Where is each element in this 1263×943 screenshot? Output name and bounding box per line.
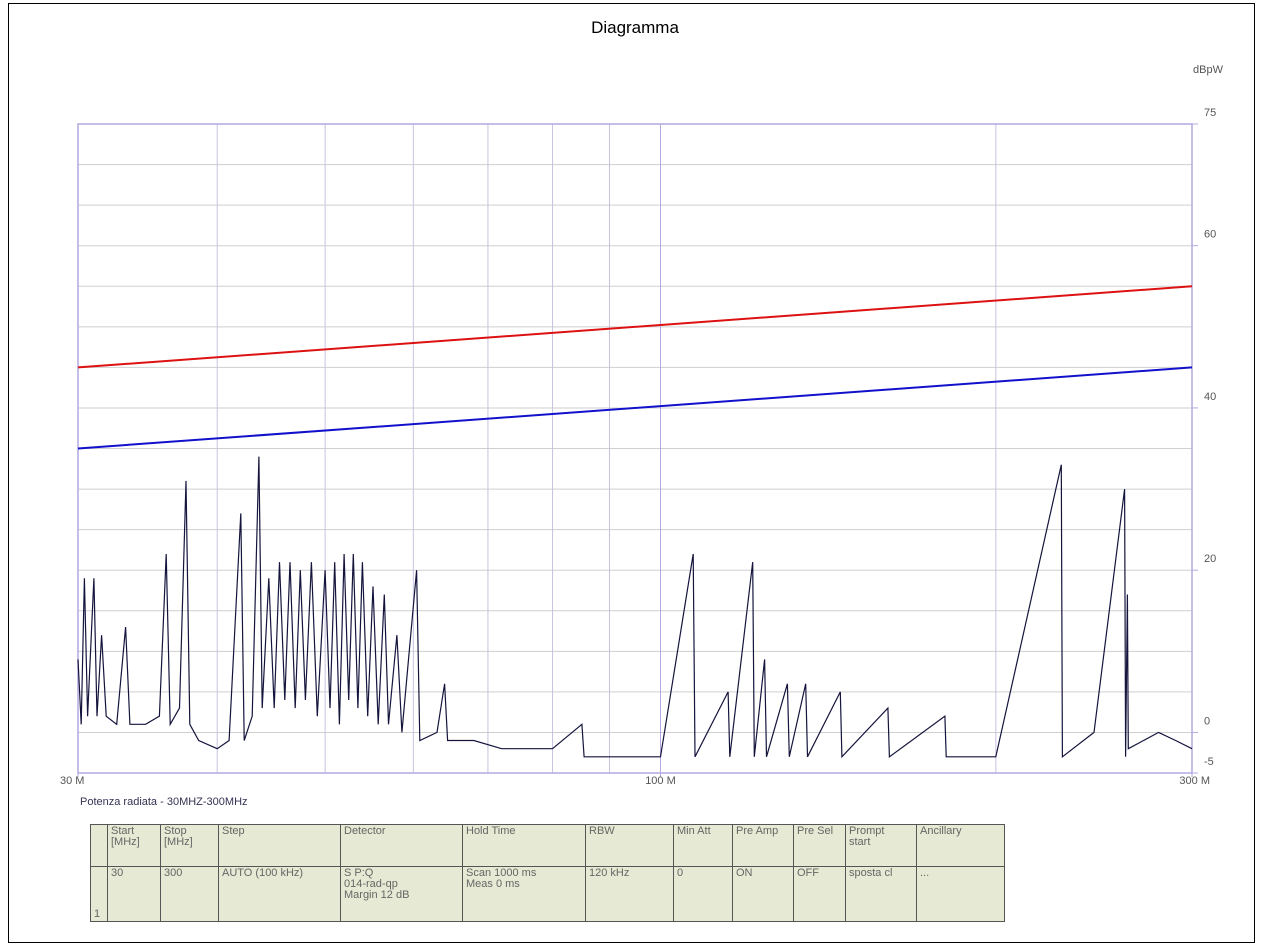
y-tick-label: 75 [1204, 107, 1216, 119]
series-line [77, 366, 1193, 450]
series-line [77, 285, 1193, 369]
x-tick-label: 300 M [1179, 775, 1210, 787]
cell-text: 014-rad-qp [344, 878, 398, 890]
cell-text: 0 [677, 867, 684, 879]
cell-text: Prompt [849, 825, 885, 837]
cell-text: start [849, 836, 871, 848]
y-tick-label: 20 [1204, 553, 1216, 565]
y-tick-label: 40 [1204, 391, 1216, 403]
cell-text: OFF [797, 867, 819, 879]
y-tick-label: -5 [1204, 756, 1214, 768]
cell-text: Start [111, 825, 135, 837]
cell-text: Margin 12 dB [344, 889, 410, 901]
table-cell: Min Att [673, 824, 733, 867]
y-unit: dBpW [1193, 64, 1224, 76]
cell-text: Pre Amp [736, 825, 779, 837]
table-cell: RBW [585, 824, 674, 867]
cell-text: Meas 0 ms [466, 878, 520, 890]
table-cell: Step [218, 824, 341, 867]
table-cell: Pre Sel [793, 824, 846, 867]
table-cell: Hold Time [462, 824, 586, 867]
cell-text: RBW [589, 825, 615, 837]
cell-text: [MHz] [111, 836, 140, 848]
cell-text: 300 [164, 867, 183, 879]
cell-text: Hold Time [466, 825, 516, 837]
cell-text: ... [920, 867, 930, 879]
chart-title: Diagramma [591, 18, 679, 37]
data-row: 1 30 300 AUTO (100 kHz) S P:Q 014-rad-qp Margi… [90, 866, 1005, 922]
table-cell: 300 [160, 866, 219, 922]
table-cell: Scan 1000 ms Meas 0 ms [462, 866, 586, 922]
chart-subtitle: Potenza radiata - 30MHZ-300MHz [80, 796, 248, 808]
table-cell: Ancillary [916, 824, 1005, 867]
cell-text: [MHz] [164, 836, 193, 848]
table-cell: Pre Amp [732, 824, 794, 867]
header-row: Start [MHz] Stop [MHz] Step Detector Hold Time… [90, 824, 1005, 867]
table-cell: Detector [340, 824, 463, 867]
table-cell: 30 [107, 866, 161, 922]
cell-text: ON [736, 867, 753, 879]
cell-text: Scan 1000 ms [466, 867, 537, 879]
cell-text: 30 [111, 867, 124, 879]
x-tick-label: 100 M [645, 775, 676, 787]
series-line [77, 456, 1193, 759]
table-cell: sposta cl [845, 866, 917, 922]
x-tick-label: 30 M [60, 775, 84, 787]
table-cell: 1 [90, 866, 108, 922]
cell-text: Step [222, 825, 245, 837]
table-cell: 0 [673, 866, 733, 922]
cell-text: Pre Sel [797, 825, 834, 837]
y-tick-label: 0 [1204, 715, 1210, 727]
table-cell: 120 kHz [585, 866, 674, 922]
settings-table: Start [MHz] Stop [MHz] Step Detector Hold Time… [90, 824, 1005, 922]
cell-text: Detector [344, 825, 386, 837]
cell-text: Min Att [677, 825, 711, 837]
y-tick-label: 60 [1204, 229, 1216, 241]
cell-text: S P:Q [344, 867, 374, 879]
cell-text: AUTO (100 kHz) [222, 867, 304, 879]
table-cell: Stop [MHz] [160, 824, 219, 867]
cell-text: Stop [164, 825, 187, 837]
table-cell: S P:Q 014-rad-qp Margin 12 dB [340, 866, 463, 922]
table-cell: AUTO (100 kHz) [218, 866, 341, 922]
table-cell: ... [916, 866, 1005, 922]
cell-text: 1 [94, 908, 101, 920]
cell-text: Ancillary [920, 825, 962, 837]
table-cell: ON [732, 866, 794, 922]
table-cell: OFF [793, 866, 846, 922]
table-cell: Prompt start [845, 824, 917, 867]
cell-text: 120 kHz [589, 867, 630, 879]
table-cell: Start [MHz] [107, 824, 161, 867]
table-cell [90, 824, 108, 867]
cell-text: sposta cl [849, 867, 893, 879]
